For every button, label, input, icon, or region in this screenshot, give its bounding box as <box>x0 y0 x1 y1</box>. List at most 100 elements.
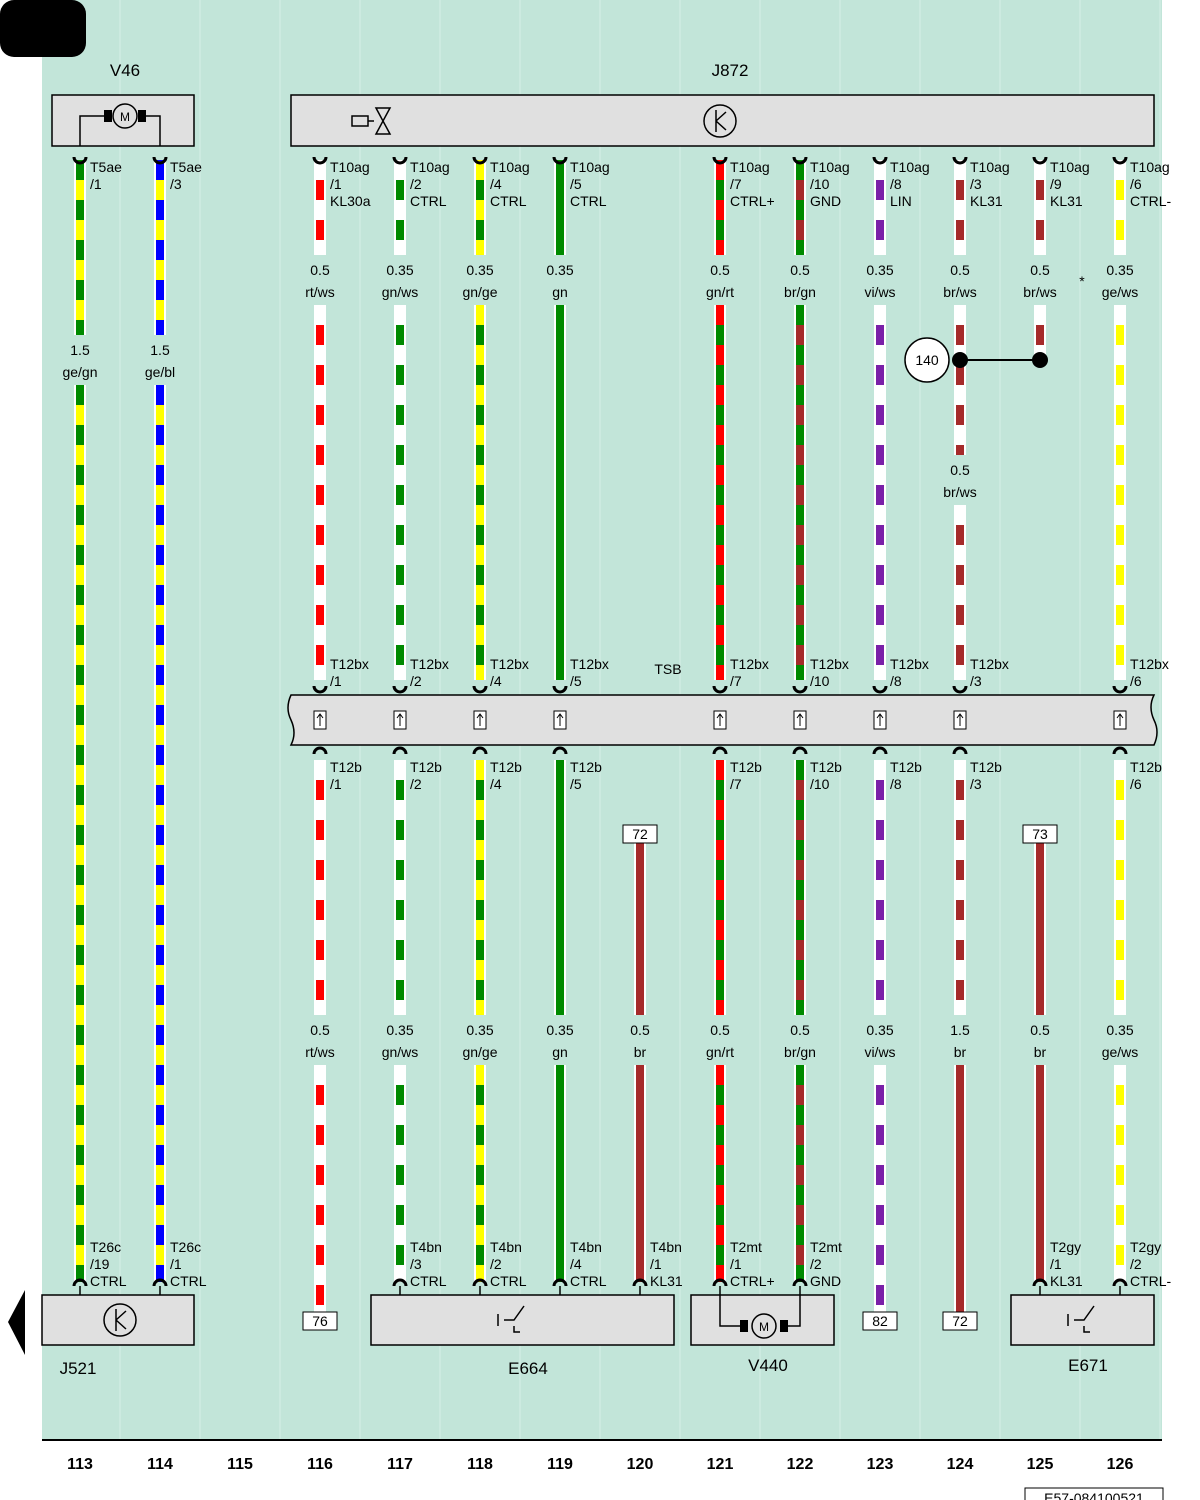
connector <box>792 746 808 755</box>
wire-size: 0.35 <box>1106 262 1133 278</box>
connector-pin: /8 <box>890 776 902 792</box>
connector-pin: /8 <box>890 673 902 689</box>
wire-size: 0.5 <box>630 1022 650 1038</box>
connector-name: T12b <box>490 759 522 775</box>
connector <box>872 746 888 755</box>
connector-name: T10ag <box>330 159 370 175</box>
tsb-pin-arrow <box>1116 713 1124 726</box>
connector-signal: CTRL <box>570 1273 607 1289</box>
wire-color: gn <box>552 1044 568 1060</box>
wires <box>72 156 1128 1312</box>
ref-box <box>302 1311 338 1331</box>
connector-pin: /3 <box>970 176 982 192</box>
connector-signal: KL30a <box>330 193 371 209</box>
footer-code: E57-084100521 <box>1044 1490 1144 1500</box>
connector-pin: /5 <box>570 176 582 192</box>
wire-color: gn/ge <box>462 1044 497 1060</box>
component-label: E671 <box>1068 1356 1108 1375</box>
wire-size: 0.35 <box>866 262 893 278</box>
e664-box <box>370 1294 675 1346</box>
page-tab <box>0 0 86 57</box>
v46-box <box>51 94 195 147</box>
connector-pin: /1 <box>330 776 342 792</box>
connector <box>552 746 568 755</box>
wire-size: 0.5 <box>790 1022 810 1038</box>
ref-label: 73 <box>1032 826 1048 842</box>
connector-pin: /2 <box>410 776 422 792</box>
wire-size: 0.35 <box>1106 1022 1133 1038</box>
wire-color: br/ws <box>1023 284 1056 300</box>
connector-pin: /3 <box>410 1256 422 1272</box>
column-number: 126 <box>1107 1456 1134 1473</box>
motor-leads <box>719 1295 801 1327</box>
wire-color: vi/ws <box>864 284 895 300</box>
ref-label: 82 <box>872 1313 888 1329</box>
connector <box>552 1278 568 1287</box>
tsb-pin-arrow <box>556 713 564 726</box>
transistor-symbol <box>703 104 737 138</box>
labels: 113 114 115 116 117 118 119 120 121 122 123 124 125 1… <box>62 159 1171 1473</box>
connector-pin: /1 <box>730 1256 742 1272</box>
wire-size: 0.35 <box>546 262 573 278</box>
connector-pin: /4 <box>570 1256 582 1272</box>
tsb-pin-arrow <box>476 713 484 726</box>
connector-pin: /6 <box>1130 176 1142 192</box>
motor-symbol <box>112 103 138 129</box>
connector-pin: /5 <box>570 673 582 689</box>
component-label: V440 <box>748 1356 788 1375</box>
connector-name: T12b <box>890 759 922 775</box>
connector-name: T12bx <box>410 656 449 672</box>
connector-pin: /3 <box>170 176 182 192</box>
motor-brush <box>104 110 112 122</box>
splice-dot <box>1032 352 1048 368</box>
wire-size: 0.5 <box>710 262 730 278</box>
wire-color: br/gn <box>784 284 816 300</box>
splice-ref: 140 <box>915 352 939 368</box>
column-number: 113 <box>67 1456 93 1473</box>
wire-size: 1.5 <box>950 1022 970 1038</box>
wire-color: br <box>634 1044 647 1060</box>
connector-name: T10ag <box>570 159 610 175</box>
connector-signal: CTRL <box>570 193 607 209</box>
motor-brush <box>138 110 146 122</box>
connector <box>312 685 328 694</box>
connector-signal: LIN <box>890 193 912 209</box>
motor-leads <box>79 115 161 146</box>
connector <box>632 1278 648 1287</box>
connector-signal: CTRL+ <box>730 193 775 209</box>
connector <box>712 746 728 755</box>
transistor-lines <box>115 1309 127 1331</box>
connector-name: T12bx <box>570 656 609 672</box>
motor-m: M <box>120 110 130 124</box>
connector <box>392 746 408 755</box>
connector-signal: KL31 <box>1050 1273 1083 1289</box>
wire-color: br <box>1034 1044 1047 1060</box>
connector-signal: GND <box>810 193 841 209</box>
connector <box>472 1278 488 1287</box>
wire-color: ge/gn <box>62 364 97 380</box>
connector-signal: KL31 <box>1050 193 1083 209</box>
connector-name: T2gy <box>1130 1239 1161 1255</box>
connector-name: T4bn <box>570 1239 602 1255</box>
connector-name: T12bx <box>1130 656 1169 672</box>
valve-symbol <box>351 107 392 135</box>
component-label: V46 <box>110 61 140 80</box>
connector-name: T12bx <box>730 656 769 672</box>
wire-size: 0.35 <box>546 1022 573 1038</box>
ref-box <box>1022 824 1058 844</box>
column-number: 125 <box>1027 1456 1054 1473</box>
connector-name: T2gy <box>1050 1239 1081 1255</box>
motor-symbol <box>751 1313 777 1339</box>
connector-signal: CTRL <box>90 1273 127 1289</box>
connector <box>1112 156 1128 165</box>
connector-pin: /4 <box>490 673 502 689</box>
tsb-pin-arrow <box>316 713 324 726</box>
connector-name: T12b <box>1130 759 1162 775</box>
connector-name: T12bx <box>490 656 529 672</box>
motor-brush <box>780 1320 788 1332</box>
wire-size: 0.35 <box>386 262 413 278</box>
wire-size: 0.35 <box>386 1022 413 1038</box>
connector-name: T5ae <box>90 159 122 175</box>
column-number: 118 <box>467 1456 493 1473</box>
transistor-lines <box>715 110 727 132</box>
